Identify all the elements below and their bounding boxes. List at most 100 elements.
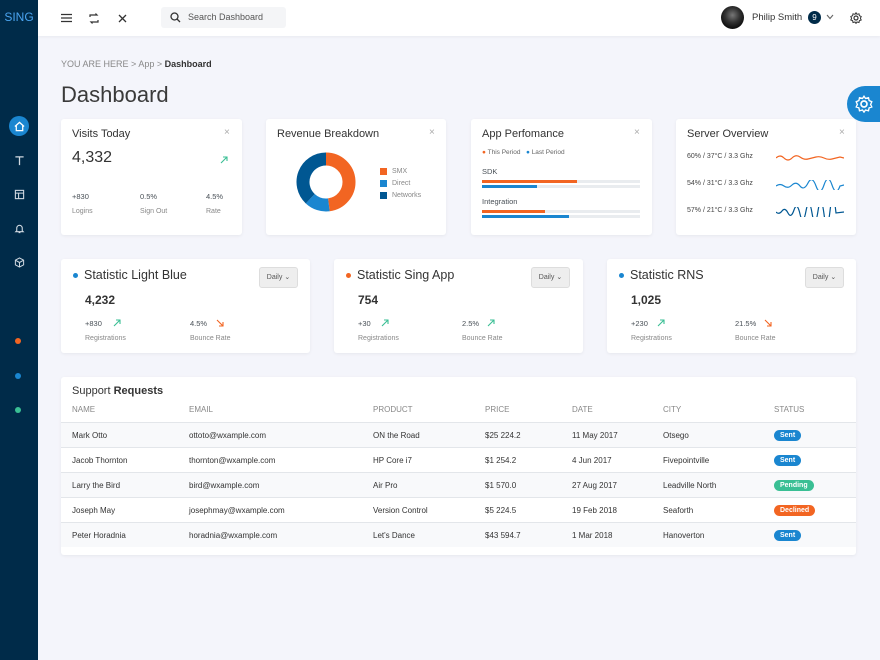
label-dot-blue[interactable] <box>15 373 21 379</box>
registrations-value: +830 <box>85 319 102 328</box>
chevron-down-icon: ⌄ <box>556 274 563 281</box>
sidebar-item-components[interactable] <box>9 252 29 272</box>
table-cell: 1 Mar 2018 <box>572 531 613 540</box>
search-placeholder: Search Dashboard <box>188 12 264 22</box>
perf-row-label: SDK <box>482 167 498 176</box>
notification-count-badge[interactable]: 9 <box>808 11 821 24</box>
table-cell: Mark Otto <box>72 431 108 440</box>
table-row[interactable]: Jacob Thornton thornton@wxample.com HP Cor… <box>61 447 856 472</box>
last-period-bar <box>482 215 569 218</box>
support-requests-card: Support Requests NAME EMAIL PRODUCT PRICE DA… <box>61 377 856 555</box>
table-cell: ON the Road <box>373 431 420 440</box>
table-cell: $1 570.0 <box>485 481 517 490</box>
server-overview-card: Server Overview × 60% / 37°C / 3.3 Ghz 5… <box>676 119 856 235</box>
breadcrumb-current: Dashboard <box>164 59 212 69</box>
card-title: App Perfomance <box>482 128 564 140</box>
search-input[interactable]: Search Dashboard <box>161 7 286 28</box>
column-header[interactable]: STATUS <box>774 405 805 414</box>
card-title: Server Overview <box>687 128 769 140</box>
card-title: Statistic RNS <box>630 268 704 282</box>
progress-track <box>482 185 640 188</box>
legend-label: Direct <box>392 179 411 187</box>
user-name[interactable]: Philip Smith <box>752 12 803 23</box>
close-card-button[interactable]: × <box>839 127 845 138</box>
table-row[interactable]: Larry the Bird bird@wxample.com Air Pro $1 … <box>61 472 856 497</box>
theme-settings-button[interactable] <box>847 86 880 122</box>
search-icon <box>170 12 181 23</box>
table-cell: Fivepointville <box>663 456 710 465</box>
table-row[interactable]: Mark Otto ottoto@wxample.com ON the Road $2… <box>61 422 856 447</box>
avatar[interactable] <box>721 6 744 29</box>
bounce-label: Bounce Rate <box>190 335 231 342</box>
period-dropdown[interactable]: Daily ⌄ <box>531 267 570 288</box>
statistic-card: Statistic Sing App Daily ⌄ 754 +30 Regis… <box>334 259 583 353</box>
table-cell: bird@wxample.com <box>189 481 260 490</box>
sidebar-item-tables[interactable] <box>9 184 29 204</box>
close-card-button[interactable]: × <box>224 127 230 138</box>
registrations-value: +230 <box>631 319 648 328</box>
perf-row-label: Integration <box>482 197 518 206</box>
refresh-button[interactable] <box>86 10 102 26</box>
donut-slice[interactable] <box>325 152 356 212</box>
registrations-label: Registrations <box>358 335 399 342</box>
server-row-text: 60% / 37°C / 3.3 Ghz <box>687 153 753 160</box>
close-button[interactable] <box>114 10 130 26</box>
sidebar-item-notifications[interactable] <box>9 218 29 238</box>
registrations-value: +30 <box>358 319 371 328</box>
arrow-up-right-icon <box>657 319 665 327</box>
table-cell: $43 594.7 <box>485 531 521 540</box>
donut-slice[interactable] <box>305 193 330 212</box>
sidebar-item-typography[interactable] <box>9 150 29 170</box>
card-title: Visits Today <box>72 128 131 140</box>
close-card-button[interactable]: × <box>429 127 435 138</box>
chevron-down-icon[interactable] <box>826 14 834 20</box>
column-header[interactable]: NAME <box>72 405 96 414</box>
text-icon <box>14 155 24 165</box>
statistic-card: Statistic Light Blue Daily ⌄ 4,232 +830 … <box>61 259 310 353</box>
arrow-up-right-icon <box>113 319 121 327</box>
arrow-down-right-icon <box>216 319 224 327</box>
table-cell: Let's Dance <box>373 531 415 540</box>
label-dot-orange[interactable] <box>15 338 21 344</box>
server-row-text: 54% / 31°C / 3.3 Ghz <box>687 180 753 187</box>
bounce-value: 2.5% <box>462 319 480 328</box>
table-cell: 27 Aug 2017 <box>572 481 617 490</box>
breadcrumb-separator: > <box>131 59 137 69</box>
dropdown-value: Daily <box>266 274 283 281</box>
menu-toggle-button[interactable] <box>58 10 74 26</box>
gear-icon <box>855 95 873 113</box>
table-cell: Seaforth <box>663 506 694 515</box>
table-cell: $5 224.5 <box>485 506 517 515</box>
table-cell: $1 254.2 <box>485 456 517 465</box>
column-header[interactable]: PRODUCT <box>373 405 413 414</box>
registrations-label: Registrations <box>631 335 672 342</box>
status-badge: Sent <box>774 430 802 441</box>
breadcrumb-app[interactable]: App <box>138 59 155 69</box>
column-header[interactable]: PRICE <box>485 405 510 414</box>
table-cell: Air Pro <box>373 481 398 490</box>
column-header[interactable]: EMAIL <box>189 405 214 414</box>
period-dropdown[interactable]: Daily ⌄ <box>259 267 298 288</box>
donut-slice[interactable] <box>296 152 327 204</box>
server-row-text: 57% / 21°C / 3.3 Ghz <box>687 207 753 214</box>
sidebar-item-home[interactable] <box>9 116 29 136</box>
table-cell: Peter Horadnia <box>72 531 126 540</box>
table-row[interactable]: Joseph May josephmay@wxample.com Version C… <box>61 497 856 522</box>
table-cell: Jacob Thornton <box>72 456 128 465</box>
label-dot-green[interactable] <box>15 407 21 413</box>
column-header[interactable]: CITY <box>663 405 682 414</box>
settings-button[interactable] <box>848 10 864 26</box>
close-card-button[interactable]: × <box>634 127 640 138</box>
server-sparkline <box>776 155 844 161</box>
period-dropdown[interactable]: Daily ⌄ <box>805 267 844 288</box>
progress-track <box>482 215 640 218</box>
app-logo[interactable]: SING <box>4 10 34 24</box>
table-cell: Otsego <box>663 431 689 440</box>
column-header[interactable]: DATE <box>572 405 593 414</box>
table-cell: josephmay@wxample.com <box>189 506 285 515</box>
legend-item: Direct <box>380 177 421 189</box>
legend-swatch <box>380 179 387 187</box>
legend-last: Last Period <box>531 149 565 156</box>
table-row[interactable]: Peter Horadnia horadnia@wxample.com Let's … <box>61 522 856 547</box>
page-title: Dashboard <box>61 82 169 107</box>
